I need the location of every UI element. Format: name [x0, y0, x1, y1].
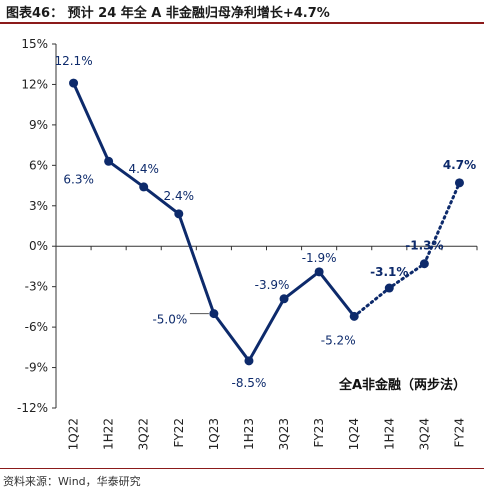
data-label: 4.7%	[443, 158, 476, 172]
data-label: -3.9%	[255, 278, 290, 292]
series-line-forecast	[352, 181, 461, 318]
x-tick-label: FY22	[172, 418, 186, 448]
y-tick-label: -12%	[17, 401, 48, 415]
data-point	[104, 156, 114, 166]
data-label: 4.4%	[128, 162, 159, 176]
y-tick-label: 15%	[21, 37, 48, 51]
data-point	[384, 283, 394, 293]
x-tick-label: 1Q24	[347, 418, 361, 450]
footer-divider	[0, 468, 484, 469]
y-tick-label: 9%	[29, 118, 48, 132]
title-divider	[0, 22, 484, 24]
source-note: 资料来源：Wind，华泰研究	[3, 475, 141, 488]
figure-title: 图表46： 预计 24 年全 A 非金融归母净利增长+4.7%	[6, 6, 330, 21]
line-chart: 15% 12% 9% 6% 3% 0% -3% -6% -9% -12% 1Q22 1H22 3Q22…	[17, 37, 478, 450]
data-label: 6.3%	[63, 172, 94, 186]
data-point	[69, 78, 79, 88]
data-point	[349, 311, 359, 321]
x-tick-label: 1Q22	[67, 418, 81, 450]
data-label: -3.1%	[370, 265, 408, 279]
data-point	[419, 259, 429, 269]
x-tick-label: FY23	[312, 418, 326, 448]
data-label: -1.3%	[405, 239, 443, 253]
y-tick-label: -3%	[25, 280, 48, 294]
data-label: 2.4%	[164, 189, 195, 203]
data-point	[279, 294, 289, 304]
data-point	[314, 267, 324, 277]
x-tick-label: 3Q23	[277, 418, 291, 450]
data-labels: 12.1% 6.3% 4.4% 2.4% -5.0% -8.5% -3.9% -1.9% -5.…	[54, 54, 476, 390]
data-point	[139, 182, 149, 192]
data-label: -5.0%	[152, 313, 187, 327]
x-axis-tick-labels: 1Q22 1H22 3Q22 FY22 1Q23 1H23 3Q23 FY23 1Q24 1H24…	[67, 418, 467, 450]
legend-label: 全A非金融（两步法）	[338, 377, 466, 393]
series-line-solid	[72, 82, 356, 363]
y-tick-label: 0%	[29, 239, 48, 253]
x-tick-label: 1H23	[242, 418, 256, 450]
x-tick-label: 1H24	[382, 418, 396, 450]
y-tick-label: 3%	[29, 199, 48, 213]
series-lines	[72, 82, 461, 363]
x-tick-label: 3Q22	[137, 418, 151, 450]
data-label: 12.1%	[54, 54, 92, 68]
figure-title-bar: 图表46： 预计 24 年全 A 非金融归母净利增长+4.7%	[0, 0, 484, 22]
data-label: -1.9%	[302, 251, 337, 265]
y-axis-tick-labels: 15% 12% 9% 6% 3% 0% -3% -6% -9% -12%	[17, 37, 48, 415]
y-tick-label: -6%	[25, 320, 48, 334]
data-point	[209, 309, 219, 319]
y-tick-label: -9%	[25, 361, 48, 375]
data-label: -5.2%	[321, 333, 356, 347]
x-tick-label: 1H22	[102, 418, 116, 450]
y-tick-label: 6%	[29, 158, 48, 172]
x-tick-label: FY24	[452, 418, 466, 448]
data-point	[454, 178, 464, 188]
data-point	[244, 356, 254, 366]
series-points	[69, 78, 464, 366]
data-label: -8.5%	[232, 376, 267, 390]
x-tick-label: 1Q23	[207, 418, 221, 450]
data-point	[174, 209, 184, 219]
y-tick-label: 12%	[21, 77, 48, 91]
chart-axes	[52, 43, 478, 409]
x-tick-label: 3Q24	[417, 418, 431, 450]
